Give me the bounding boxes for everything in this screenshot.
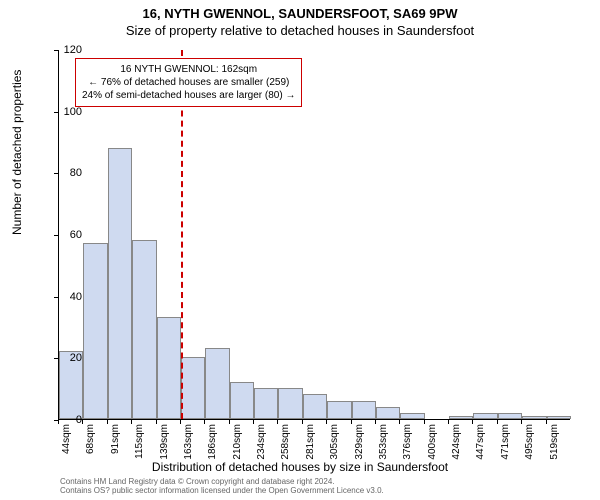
histogram-bar [473, 413, 497, 419]
footer-line1: Contains HM Land Registry data © Crown c… [60, 477, 384, 487]
x-tick-mark [302, 420, 303, 424]
histogram-bar [157, 317, 181, 419]
histogram-bar [303, 394, 327, 419]
x-tick-mark [82, 420, 83, 424]
x-tick-label: 91sqm [110, 424, 121, 454]
histogram-bar [254, 388, 278, 419]
page-title-line2: Size of property relative to detached ho… [0, 23, 600, 38]
y-tick-label: 40 [42, 291, 82, 303]
x-tick-label: 68sqm [85, 424, 96, 454]
x-tick-mark [399, 420, 400, 424]
histogram-bar [327, 401, 351, 420]
histogram-bar [498, 413, 522, 419]
annotation-line2: ← 76% of detached houses are smaller (25… [82, 76, 295, 89]
x-tick-label: 376sqm [402, 424, 413, 460]
histogram-bar [449, 416, 473, 419]
x-tick-mark [204, 420, 205, 424]
y-tick-label: 80 [42, 167, 82, 179]
x-tick-mark [375, 420, 376, 424]
histogram-bar [352, 401, 376, 420]
x-tick-label: 186sqm [207, 424, 218, 460]
y-tick-label: 20 [42, 352, 82, 364]
histogram-bar [205, 348, 229, 419]
footer-attribution: Contains HM Land Registry data © Crown c… [60, 477, 384, 496]
histogram-bar [376, 407, 400, 419]
x-tick-mark [131, 420, 132, 424]
histogram-bar [181, 357, 205, 419]
histogram-bar [522, 416, 546, 419]
x-tick-label: 139sqm [159, 424, 170, 460]
y-tick-label: 0 [42, 414, 82, 426]
x-tick-label: 495sqm [524, 424, 535, 460]
x-tick-label: 115sqm [134, 424, 145, 459]
x-tick-mark [107, 420, 108, 424]
annotation-box: 16 NYTH GWENNOL: 162sqm← 76% of detached… [75, 58, 302, 107]
x-tick-mark [277, 420, 278, 424]
x-tick-mark [326, 420, 327, 424]
x-tick-mark [156, 420, 157, 424]
x-tick-mark [424, 420, 425, 424]
x-tick-mark [472, 420, 473, 424]
x-tick-label: 400sqm [427, 424, 438, 460]
y-tick-label: 60 [42, 229, 82, 241]
y-tick-label: 120 [42, 44, 82, 56]
x-tick-label: 234sqm [256, 424, 267, 460]
x-tick-label: 258sqm [280, 424, 291, 460]
x-tick-mark [180, 420, 181, 424]
x-tick-mark [546, 420, 547, 424]
x-tick-label: 163sqm [183, 424, 194, 460]
x-tick-label: 44sqm [61, 424, 72, 454]
histogram-bar [278, 388, 302, 419]
x-tick-mark [521, 420, 522, 424]
x-tick-label: 447sqm [475, 424, 486, 460]
x-tick-label: 305sqm [329, 424, 340, 460]
histogram-bar [230, 382, 254, 419]
x-axis-label: Distribution of detached houses by size … [0, 460, 600, 474]
x-tick-mark [448, 420, 449, 424]
histogram-bar [83, 243, 107, 419]
x-tick-label: 210sqm [232, 424, 243, 460]
x-tick-mark [253, 420, 254, 424]
x-tick-mark [229, 420, 230, 424]
x-tick-label: 424sqm [451, 424, 462, 460]
histogram-bar [400, 413, 424, 419]
histogram-bar [132, 240, 156, 419]
x-tick-label: 281sqm [305, 424, 316, 460]
x-tick-label: 471sqm [500, 424, 511, 460]
histogram-bar [547, 416, 571, 419]
annotation-line3: 24% of semi-detached houses are larger (… [82, 89, 295, 102]
annotation-line1: 16 NYTH GWENNOL: 162sqm [82, 63, 295, 76]
x-tick-label: 519sqm [549, 424, 560, 460]
page-title-line1: 16, NYTH GWENNOL, SAUNDERSFOOT, SA69 9PW [0, 6, 600, 21]
histogram-bar [108, 148, 132, 419]
x-tick-label: 329sqm [354, 424, 365, 460]
footer-line2: Contains OS? public sector information l… [60, 486, 384, 496]
y-tick-label: 100 [42, 106, 82, 118]
x-tick-mark [351, 420, 352, 424]
x-tick-mark [497, 420, 498, 424]
y-axis-label: Number of detached properties [10, 70, 24, 235]
x-tick-label: 353sqm [378, 424, 389, 460]
